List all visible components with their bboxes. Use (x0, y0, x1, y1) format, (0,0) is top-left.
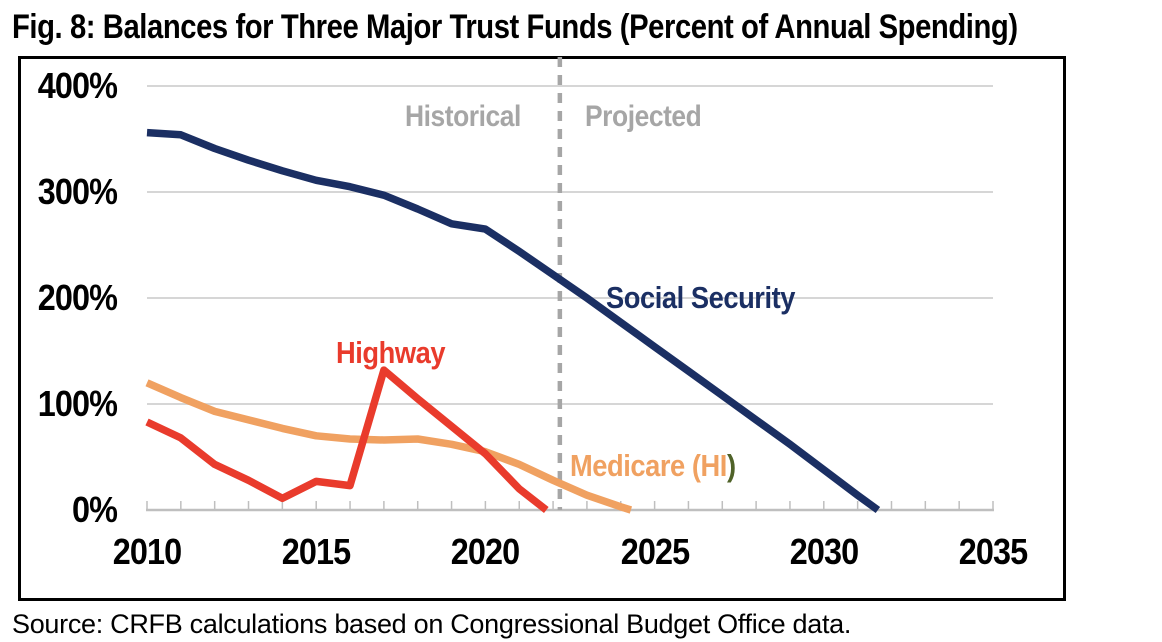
y-tick-label-0: 0% (71, 489, 118, 530)
y-tick-label-200: 200% (37, 277, 118, 318)
x-tick-label-2010: 2010 (112, 531, 182, 572)
y-tick-label-100: 100% (37, 383, 118, 424)
source-note: Source: CRFB calculations based on Congr… (12, 609, 852, 639)
projected-annotation: Projected (585, 100, 702, 133)
series-line-social-security (146, 128, 881, 514)
x-tick-label-2015: 2015 (281, 531, 351, 572)
chart-title: Fig. 8: Balances for Three Major Trust F… (12, 8, 1018, 46)
y-tick-label-300: 300% (37, 171, 118, 212)
x-tick-label-2030: 2030 (789, 531, 859, 572)
x-tick-label-2025: 2025 (620, 531, 689, 572)
series-line-highway (145, 366, 549, 513)
historical-annotation: Historical (405, 100, 521, 133)
series-label-medicare: Medicare (HI) (570, 448, 736, 484)
x-tick-label-2020: 2020 (451, 531, 520, 572)
y-tick-label-400: 400% (37, 65, 118, 106)
series-label-highway: Highway (336, 335, 446, 370)
series-line-medicare-hi (145, 379, 633, 514)
series-label-social-security: Social Security (606, 280, 796, 315)
x-tick-label-2035: 2035 (958, 531, 1028, 572)
medicare-paren-char: ) (726, 448, 736, 483)
series-label-medicare-text: Medicare (HI (570, 448, 727, 483)
